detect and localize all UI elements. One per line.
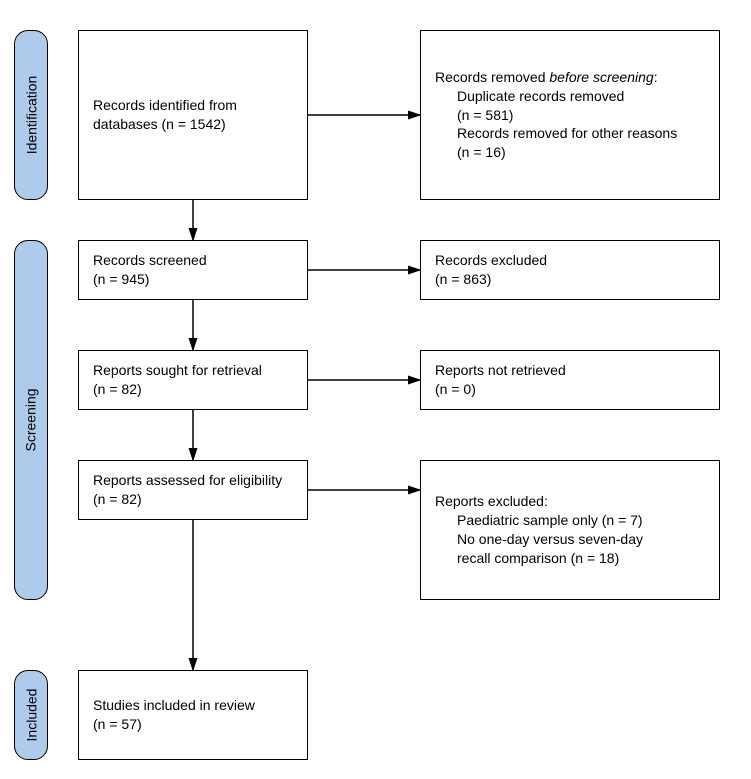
text-line: recall comparison (n = 18)	[435, 549, 705, 568]
text-line: (n = 57)	[93, 715, 293, 734]
text-line: Paediatric sample only (n = 7)	[435, 511, 705, 530]
stage-included-label: Included	[23, 689, 39, 742]
text-line: (n = 945)	[93, 270, 293, 289]
box-records-identified: Records identified from databases (n = 1…	[78, 30, 308, 200]
text-line: (n = 82)	[93, 490, 293, 509]
text-header: Records removed before screening:	[435, 68, 705, 87]
box-removed-before-screening: Records removed before screening: Duplic…	[420, 30, 720, 200]
text-line: Studies included in review	[93, 696, 293, 715]
text-line: Records removed for other reasons	[435, 124, 705, 143]
text-line: Reports assessed for eligibility	[93, 471, 293, 490]
stage-screening: Screening	[14, 240, 48, 600]
stage-included: Included	[14, 670, 48, 760]
text-line: (n = 581)	[435, 106, 705, 125]
text-line: databases (n = 1542)	[93, 115, 293, 134]
box-reports-excluded: Reports excluded: Paediatric sample only…	[420, 460, 720, 600]
text-line: Records identified from	[93, 96, 293, 115]
stage-identification: Identification	[14, 30, 48, 200]
box-records-excluded: Records excluded (n = 863)	[420, 240, 720, 300]
box-reports-assessed: Reports assessed for eligibility (n = 82…	[78, 460, 308, 520]
text-line: Records screened	[93, 251, 293, 270]
text-line: Duplicate records removed	[435, 87, 705, 106]
text-line: (n = 0)	[435, 380, 705, 399]
text-line: Reports sought for retrieval	[93, 361, 293, 380]
text-line: (n = 16)	[435, 143, 705, 162]
box-reports-not-retrieved: Reports not retrieved (n = 0)	[420, 350, 720, 410]
text-line: Records excluded	[435, 251, 705, 270]
stage-screening-label: Screening	[23, 388, 39, 451]
text-line: (n = 82)	[93, 380, 293, 399]
text-line: Reports not retrieved	[435, 361, 705, 380]
text-line: (n = 863)	[435, 270, 705, 289]
text-header: Reports excluded:	[435, 492, 705, 511]
box-studies-included: Studies included in review (n = 57)	[78, 670, 308, 760]
stage-identification-label: Identification	[23, 76, 39, 155]
text-line: No one-day versus seven-day	[435, 530, 705, 549]
box-records-screened: Records screened (n = 945)	[78, 240, 308, 300]
box-reports-sought: Reports sought for retrieval (n = 82)	[78, 350, 308, 410]
